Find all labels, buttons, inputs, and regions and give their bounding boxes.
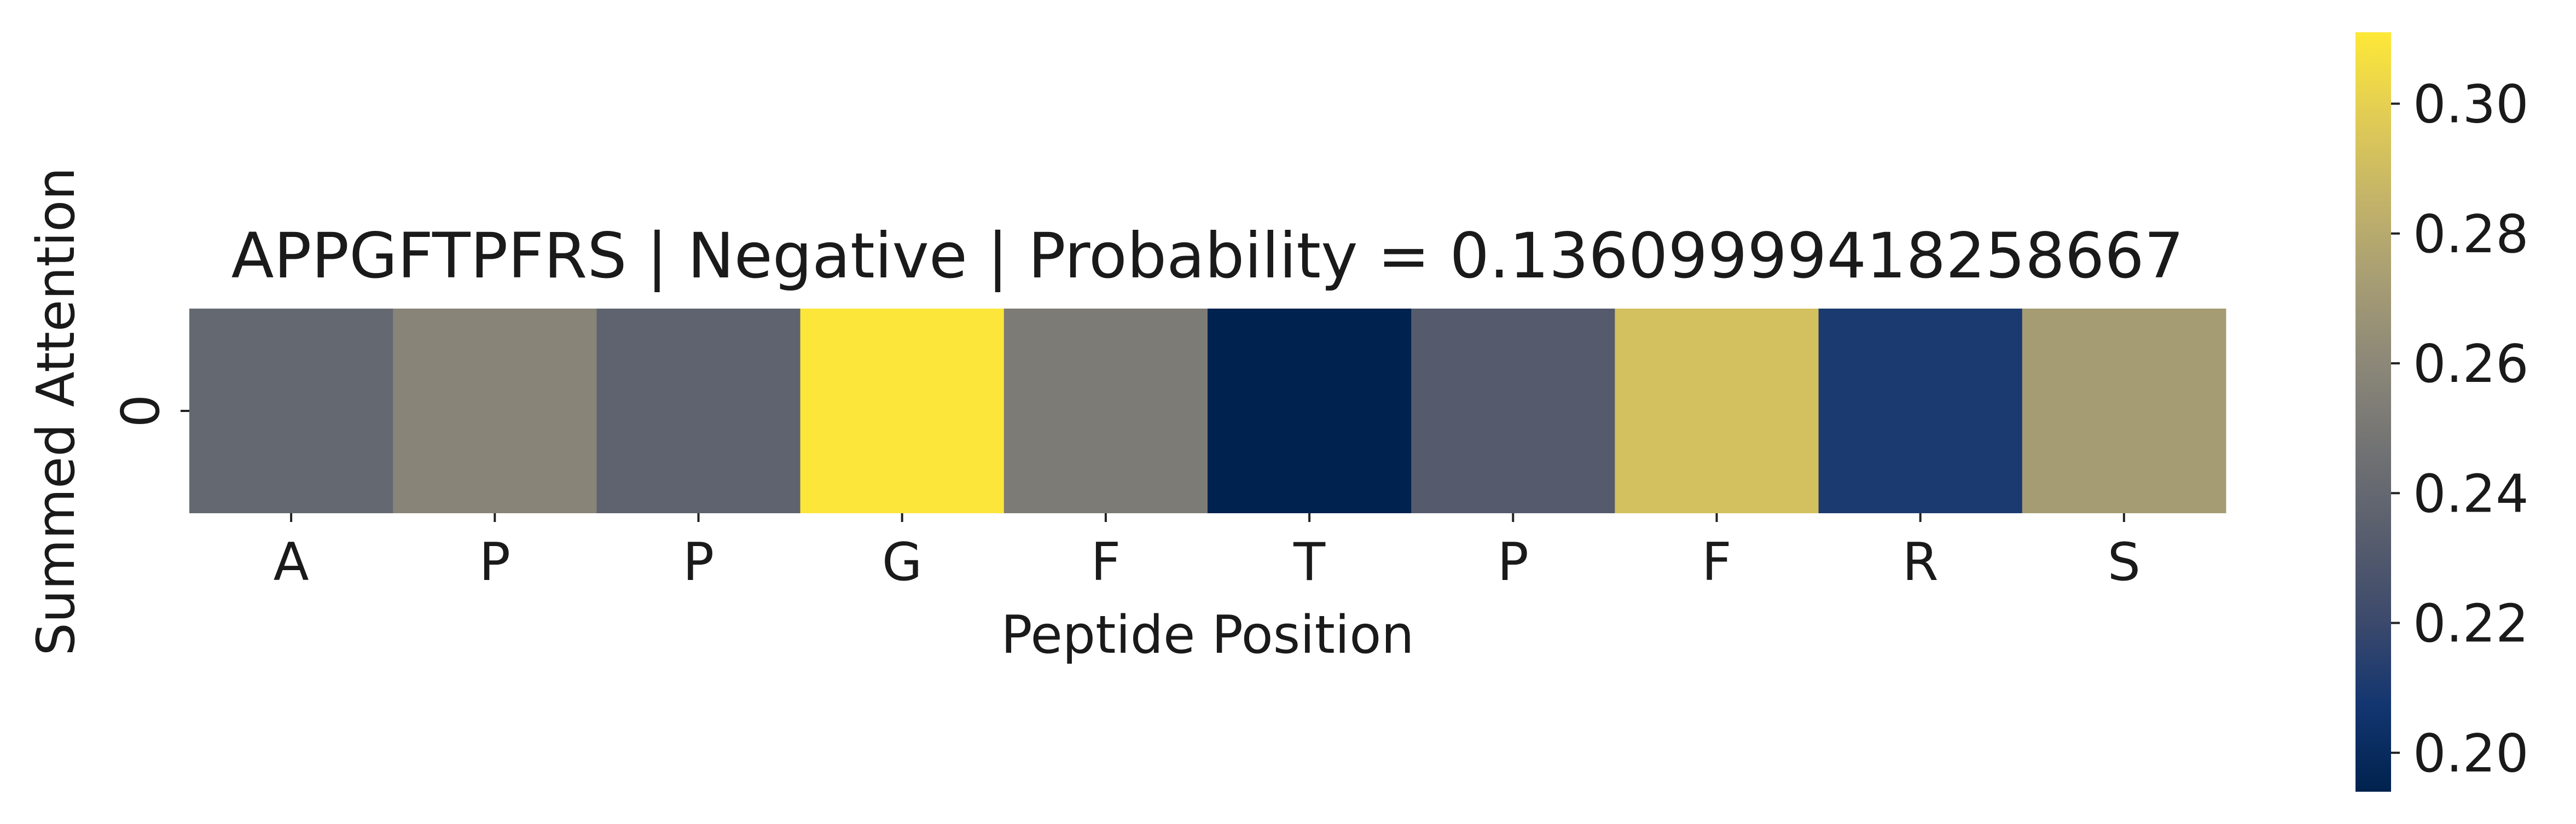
heatmap-cell: [800, 309, 1005, 513]
x-tick-label: T: [1293, 532, 1326, 593]
heatmap-cell: [1003, 309, 1208, 513]
x-tick-label: A: [274, 532, 309, 593]
x-axis-label: Peptide Position: [1001, 605, 1414, 665]
heatmap-cell: [596, 309, 801, 513]
colorbar-tick-label: 0.22: [2413, 594, 2529, 654]
colorbar-tick-label: 0.26: [2413, 334, 2529, 394]
colorbar-tick-label: 0.24: [2413, 464, 2529, 524]
y-tick-label: 0: [111, 394, 171, 427]
x-tick-label: R: [1902, 532, 1939, 593]
heatmap-cell: [393, 309, 597, 513]
x-tick-label: F: [1091, 532, 1121, 593]
heatmap-cell: [1615, 309, 1819, 513]
colorbar-tick-label: 0.30: [2413, 74, 2529, 135]
heatmap-cell: [2022, 309, 2226, 513]
y-axis-label: Summed Attention: [26, 167, 86, 656]
x-tick-label: S: [2108, 532, 2140, 593]
colorbar: [2355, 32, 2391, 792]
colorbar-ticks: 0.20 0.22 0.24 0.26 0.28 0.30: [2391, 74, 2529, 784]
colorbar-tick-label: 0.20: [2413, 724, 2529, 784]
heatmap-cell: [1411, 309, 1615, 513]
colorbar-tick-label: 0.28: [2413, 205, 2529, 265]
y-axis-ticks: 0: [111, 394, 189, 427]
heatmap-cell: [1208, 309, 1412, 513]
x-tick-label: G: [882, 532, 923, 593]
heatmap-cell: [189, 309, 393, 513]
heatmap-cell: [1818, 309, 2023, 513]
chart-title: APPGFTPFRS | Negative | Probability = 0.…: [231, 219, 2184, 292]
x-tick-label: P: [683, 532, 714, 593]
x-tick-label: F: [1702, 532, 1732, 593]
x-tick-label: P: [1498, 532, 1529, 593]
heatmap-cells: [189, 309, 2226, 513]
x-tick-label: P: [479, 532, 510, 593]
